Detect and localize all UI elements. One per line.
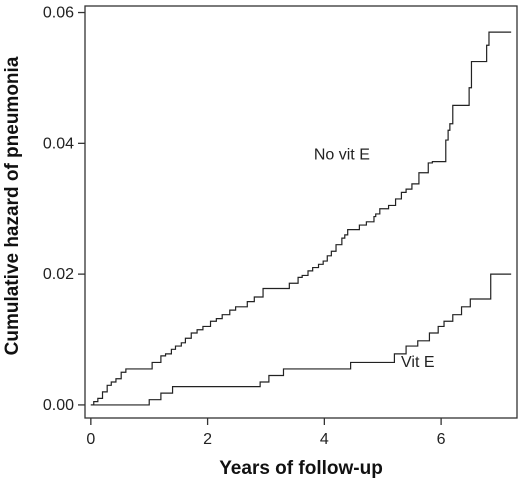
annotation-label: No vit E bbox=[314, 147, 370, 164]
annotation-group: No vit E Vit E bbox=[314, 147, 435, 371]
plot-frame bbox=[84, 5, 518, 419]
y-axis-label: Cumulative hazard of pneumonia bbox=[2, 56, 23, 355]
y-tick-label: 0.04 bbox=[43, 135, 74, 152]
x-tick-label: 4 bbox=[320, 431, 329, 448]
y-tick-label: 0.02 bbox=[43, 266, 74, 283]
x-tick-label: 2 bbox=[203, 431, 212, 448]
series-line-no-vit-e bbox=[90, 31, 512, 406]
series-group bbox=[90, 31, 512, 406]
y-tick-label: 0.00 bbox=[43, 397, 74, 414]
x-tick-label: 0 bbox=[86, 431, 95, 448]
x-axis-label: Years of follow-up bbox=[219, 458, 383, 479]
y-axis: 0.00 0.02 0.04 0.06 bbox=[43, 5, 85, 414]
series-line-vit-e bbox=[90, 273, 512, 406]
x-tick-label: 6 bbox=[437, 431, 446, 448]
annotation-label: Vit E bbox=[401, 354, 435, 371]
y-tick-label: 0.06 bbox=[43, 5, 74, 22]
x-axis: 0 2 4 6 bbox=[86, 418, 446, 448]
